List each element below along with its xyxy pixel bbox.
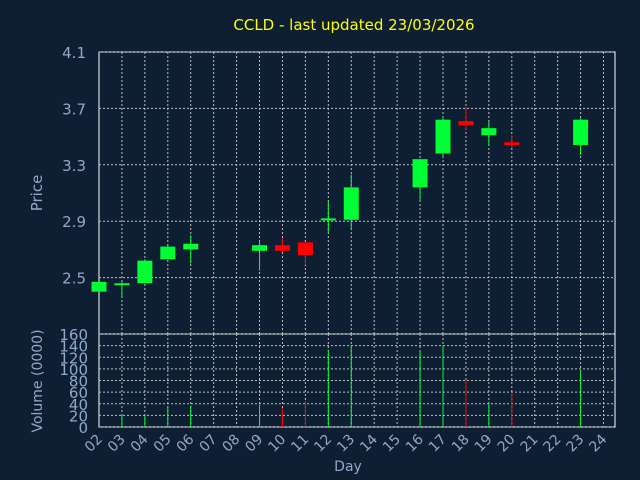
volume-tick-label: 120 (59, 349, 88, 367)
day-tick-label: 22 (541, 432, 565, 456)
day-tick-label: 23 (564, 432, 588, 456)
day-tick-label: 24 (586, 431, 610, 455)
volume-axis-label: Volume (0000) (30, 329, 46, 432)
day-tick-label: 17 (426, 432, 450, 456)
volume-tick-label: 20 (69, 407, 88, 425)
volume-tick-label: 0 (78, 419, 88, 437)
day-tick-label: 16 (403, 431, 427, 455)
price-tick-label: 3.3 (62, 157, 86, 175)
candle-body (458, 121, 474, 126)
day-tick-label: 12 (311, 432, 335, 456)
candles (91, 106, 589, 298)
day-tick-label: 07 (197, 432, 221, 456)
price-tick-label: 2.5 (62, 270, 86, 288)
price-axis-label: Price (28, 175, 46, 212)
volume-tick-label: 160 (59, 326, 88, 344)
candle-body (435, 119, 451, 154)
day-tick-label: 09 (242, 432, 266, 456)
day-tick-label: 20 (495, 432, 519, 456)
day-tick-label: 06 (174, 431, 198, 455)
day-tick-label: 18 (449, 432, 473, 456)
candle-body (114, 283, 130, 286)
candle-body (91, 281, 107, 292)
x-axis-label: Day (334, 459, 362, 475)
candle-body (274, 245, 290, 251)
candle-body (504, 142, 520, 146)
day-tick-label: 21 (518, 432, 542, 456)
day-tick-label: 11 (288, 432, 312, 456)
day-tick-label: 04 (128, 431, 152, 455)
grid-lines (99, 51, 615, 428)
day-tick-label: 15 (380, 432, 404, 456)
volume-tick-label: 80 (69, 373, 88, 391)
day-tick-label: 19 (472, 432, 496, 456)
candle-body (343, 187, 359, 220)
volume-tick-label: 100 (59, 361, 88, 379)
volume-bars (121, 345, 582, 427)
price-tick-label: 2.9 (62, 213, 86, 231)
volume-tick-label: 60 (69, 384, 88, 402)
day-tick-label: 08 (220, 432, 244, 456)
price-tick-label: 4.1 (62, 44, 86, 62)
candle-body (481, 128, 497, 136)
candle-body (183, 243, 199, 250)
candle-body (573, 119, 589, 146)
volume-tick-label: 40 (69, 396, 88, 414)
candle-body (412, 159, 428, 188)
volume-tick-label: 140 (59, 338, 88, 356)
candle-body (160, 246, 176, 260)
chart-title: CCLD - last updated 23/03/2026 (233, 16, 474, 34)
day-tick-label: 03 (105, 432, 129, 456)
day-tick-labels: 02 03 04 05 06 07 08 09 10 11 12 13 14 15 16 17 18 19 20 21… (82, 431, 611, 455)
day-tick-label: 05 (151, 432, 175, 456)
candle-body (297, 242, 313, 256)
candle-body (252, 245, 268, 251)
day-tick-label: 14 (357, 431, 381, 455)
candle-body (320, 218, 336, 221)
price-tick-labels: 2.5 2.9 3.3 3.7 4.1 (62, 44, 86, 288)
day-tick-label: 10 (265, 432, 289, 456)
candle-body (137, 260, 153, 284)
day-tick-label: 13 (334, 432, 358, 456)
price-tick-label: 3.7 (62, 100, 86, 118)
